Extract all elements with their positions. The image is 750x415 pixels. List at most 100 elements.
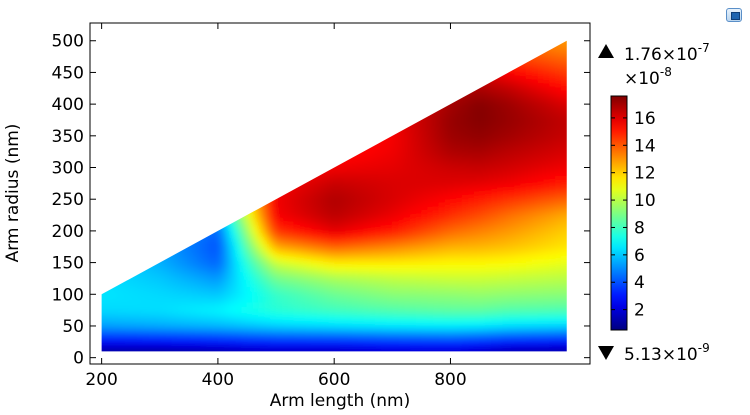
heatmap-cell xyxy=(310,267,318,273)
heatmap-cell xyxy=(252,313,260,318)
heatmap-cell xyxy=(380,256,388,261)
heatmap-cell xyxy=(252,271,260,276)
heatmap-cell xyxy=(345,263,353,269)
heatmap-cell xyxy=(380,290,388,295)
heatmap-cell xyxy=(200,282,207,288)
heatmap-cell xyxy=(310,328,318,333)
heatmap-cell xyxy=(124,279,132,284)
heatmap-cell xyxy=(328,290,335,295)
heatmap-cell xyxy=(252,286,260,292)
heatmap-cell xyxy=(235,267,242,273)
heatmap-cell xyxy=(101,339,109,345)
heatmap-cell xyxy=(357,191,364,196)
heatmap-cell xyxy=(305,305,312,311)
heatmap-cell xyxy=(159,279,167,284)
heatmap-cell xyxy=(398,305,405,311)
heatmap-cell xyxy=(310,290,318,295)
heatmap-cell xyxy=(351,317,359,322)
heatmap-cell xyxy=(258,229,266,235)
heatmap-cell xyxy=(206,279,213,284)
heatmap-cell xyxy=(322,328,329,333)
heatmap-cell xyxy=(421,241,428,246)
heatmap-cell xyxy=(276,324,283,330)
heatmap-cell xyxy=(223,248,231,254)
heatmap-cell xyxy=(415,176,422,181)
heatmap-cell xyxy=(113,305,120,311)
heatmap-cell xyxy=(264,320,271,326)
heatmap-cell xyxy=(310,225,318,231)
heatmap-cell xyxy=(299,317,306,322)
heatmap-cell xyxy=(217,336,225,341)
heatmap-cell xyxy=(322,294,329,299)
heatmap-cell xyxy=(310,298,318,303)
heatmap-cell xyxy=(258,282,266,288)
heatmap-cell xyxy=(183,298,190,303)
heatmap-cell xyxy=(299,309,306,314)
heatmap-cell xyxy=(241,237,248,242)
heatmap-cell xyxy=(334,301,341,307)
heatmap-cell xyxy=(310,305,318,311)
heatmap-cell xyxy=(287,305,295,311)
heatmap-cell xyxy=(322,206,329,212)
heatmap-cell xyxy=(124,286,132,292)
heatmap-cell xyxy=(212,286,219,292)
heatmap-cell xyxy=(369,301,376,307)
heatmap-cell xyxy=(142,279,149,284)
heatmap-cell xyxy=(148,328,155,333)
heatmap-cell xyxy=(369,252,376,257)
heatmap-cell xyxy=(183,324,190,330)
heatmap-cell xyxy=(287,317,295,322)
heatmap-cell xyxy=(357,241,364,246)
heatmap-cell xyxy=(113,324,120,330)
heatmap-cell xyxy=(334,343,341,349)
heatmap-cell xyxy=(363,290,370,295)
heatmap-cell xyxy=(101,320,109,326)
heatmap-cell xyxy=(369,157,376,162)
heatmap-cell xyxy=(328,275,335,280)
heatmap-cell xyxy=(351,225,359,231)
heatmap-cell xyxy=(287,225,295,231)
heatmap-cell xyxy=(357,161,364,166)
heatmap-cell xyxy=(281,225,289,231)
heatmap-cell xyxy=(194,328,202,333)
heatmap-cell xyxy=(328,286,335,292)
heatmap-cell xyxy=(403,164,411,170)
heatmap-cell xyxy=(229,332,236,337)
heatmap-cell xyxy=(235,233,242,238)
heatmap-cell xyxy=(276,298,283,303)
heatmap-cell xyxy=(403,263,411,269)
heatmap-cell xyxy=(246,260,254,265)
heatmap-cell xyxy=(415,134,422,139)
heatmap-cell xyxy=(206,339,213,345)
heatmap-cell xyxy=(409,339,417,345)
heatmap-cell xyxy=(351,256,359,261)
heatmap-cell xyxy=(328,279,335,284)
heatmap-cell xyxy=(386,244,393,250)
heatmap-cell xyxy=(276,195,283,200)
heatmap-cell xyxy=(374,233,382,238)
heatmap-cell xyxy=(130,298,138,303)
heatmap-cell xyxy=(380,142,388,147)
heatmap-cell xyxy=(264,279,271,284)
heatmap-cell xyxy=(369,275,376,280)
heatmap-cell xyxy=(403,233,411,238)
heatmap-cell xyxy=(334,172,341,177)
heatmap-cell xyxy=(183,275,190,280)
heatmap-cell xyxy=(363,263,370,269)
heatmap-cell xyxy=(415,343,422,349)
heatmap-cell xyxy=(293,210,300,216)
heatmap-cell xyxy=(171,260,178,265)
heatmap-cell xyxy=(142,294,149,299)
heatmap-cell xyxy=(380,332,388,337)
heatmap-cell xyxy=(200,301,207,307)
heatmap-cell xyxy=(287,195,295,200)
heatmap-cell xyxy=(252,244,260,250)
heatmap-cell xyxy=(258,260,266,265)
heatmap-cell xyxy=(165,275,172,280)
heatmap-cell xyxy=(403,142,411,147)
heatmap-cell xyxy=(328,183,335,189)
heatmap-cell xyxy=(276,305,283,311)
heatmap-cell xyxy=(351,180,359,185)
heatmap-cell xyxy=(246,267,254,273)
heatmap-cell xyxy=(206,267,213,273)
